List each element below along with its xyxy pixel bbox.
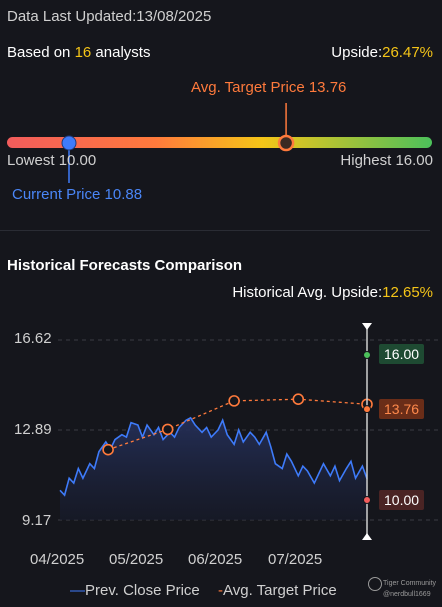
historical-upside-label: Historical Avg. Upside: — [232, 284, 383, 301]
avg-target-tag: 13.76 — [379, 399, 425, 419]
legend-close-price[interactable]: —Prev. Close Price — [70, 582, 200, 599]
lowest-target-label: Lowest 10.00 — [7, 152, 97, 169]
updated-label: Data Last Updated: — [7, 8, 137, 25]
low-target-tag: 10.00 — [379, 490, 425, 510]
avg-target-line — [107, 398, 368, 451]
y-tick-label: 16.62 — [14, 330, 52, 347]
range-gradient-track — [7, 137, 432, 148]
section-divider — [0, 230, 430, 231]
avg-target-point — [102, 443, 114, 456]
close-price-area — [60, 417, 367, 520]
analyst-count-text: Based on 16 analysts — [7, 44, 150, 61]
based-on-prefix: Based on — [7, 44, 75, 61]
analyst-count: 16 — [74, 44, 92, 61]
end-marker-dot — [363, 405, 371, 414]
based-on-suffix: analysts — [91, 44, 151, 61]
cursor-top-marker — [362, 323, 372, 330]
y-tick-label: 9.17 — [22, 512, 52, 529]
legend-target-label: Avg. Target Price — [223, 582, 337, 599]
updated-date: 13/08/2025 — [136, 8, 212, 25]
cursor-bottom-marker — [362, 533, 372, 540]
y-tick-label: 12.89 — [14, 421, 52, 438]
high-target-tag: 16.00 — [379, 344, 425, 364]
legend-close-label: Prev. Close Price — [85, 582, 200, 599]
watermark-line1: Tiger Community — [383, 580, 437, 587]
current-price-marker[interactable] — [61, 135, 77, 151]
avg-target-point — [292, 393, 305, 405]
historical-upside-value: 12.65% — [382, 284, 433, 301]
legend-target-price[interactable]: -Avg. Target Price — [218, 582, 337, 599]
watermark: Tiger Community @nerdbull1669 — [383, 578, 436, 600]
historical-title: Historical Forecasts Comparison — [7, 257, 243, 274]
data-updated-text: Data Last Updated:13/08/2025 — [7, 8, 211, 25]
legend-dash-icon: - — [218, 582, 223, 599]
historical-forecast-chart[interactable] — [0, 310, 442, 580]
avg-target-point — [161, 423, 174, 436]
avg-target-point — [228, 395, 240, 407]
x-tick-label: 04/2025 — [30, 551, 85, 568]
price-range-bar — [7, 103, 432, 183]
community-logo-icon — [368, 577, 382, 591]
highest-target-label: Highest 16.00 — [340, 152, 433, 169]
historical-upside-text: Historical Avg. Upside:12.65% — [232, 284, 433, 301]
avg-target-label: Avg. Target Price 13.76 — [191, 79, 347, 96]
end-marker-dot — [363, 350, 371, 359]
x-tick-label: 05/2025 — [109, 551, 164, 568]
avg-target-marker — [277, 134, 295, 152]
upside-label: Upside: — [331, 44, 383, 61]
legend-line-icon: — — [70, 582, 85, 599]
x-tick-label: 07/2025 — [268, 551, 323, 568]
watermark-line2: @nerdbull1669 — [383, 591, 431, 598]
upside-value: 26.47% — [382, 44, 433, 61]
upside-text: Upside:26.47% — [331, 44, 433, 61]
x-tick-label: 06/2025 — [188, 551, 243, 568]
end-marker-dot — [363, 495, 371, 504]
current-price-label: Current Price 10.88 — [12, 186, 143, 203]
